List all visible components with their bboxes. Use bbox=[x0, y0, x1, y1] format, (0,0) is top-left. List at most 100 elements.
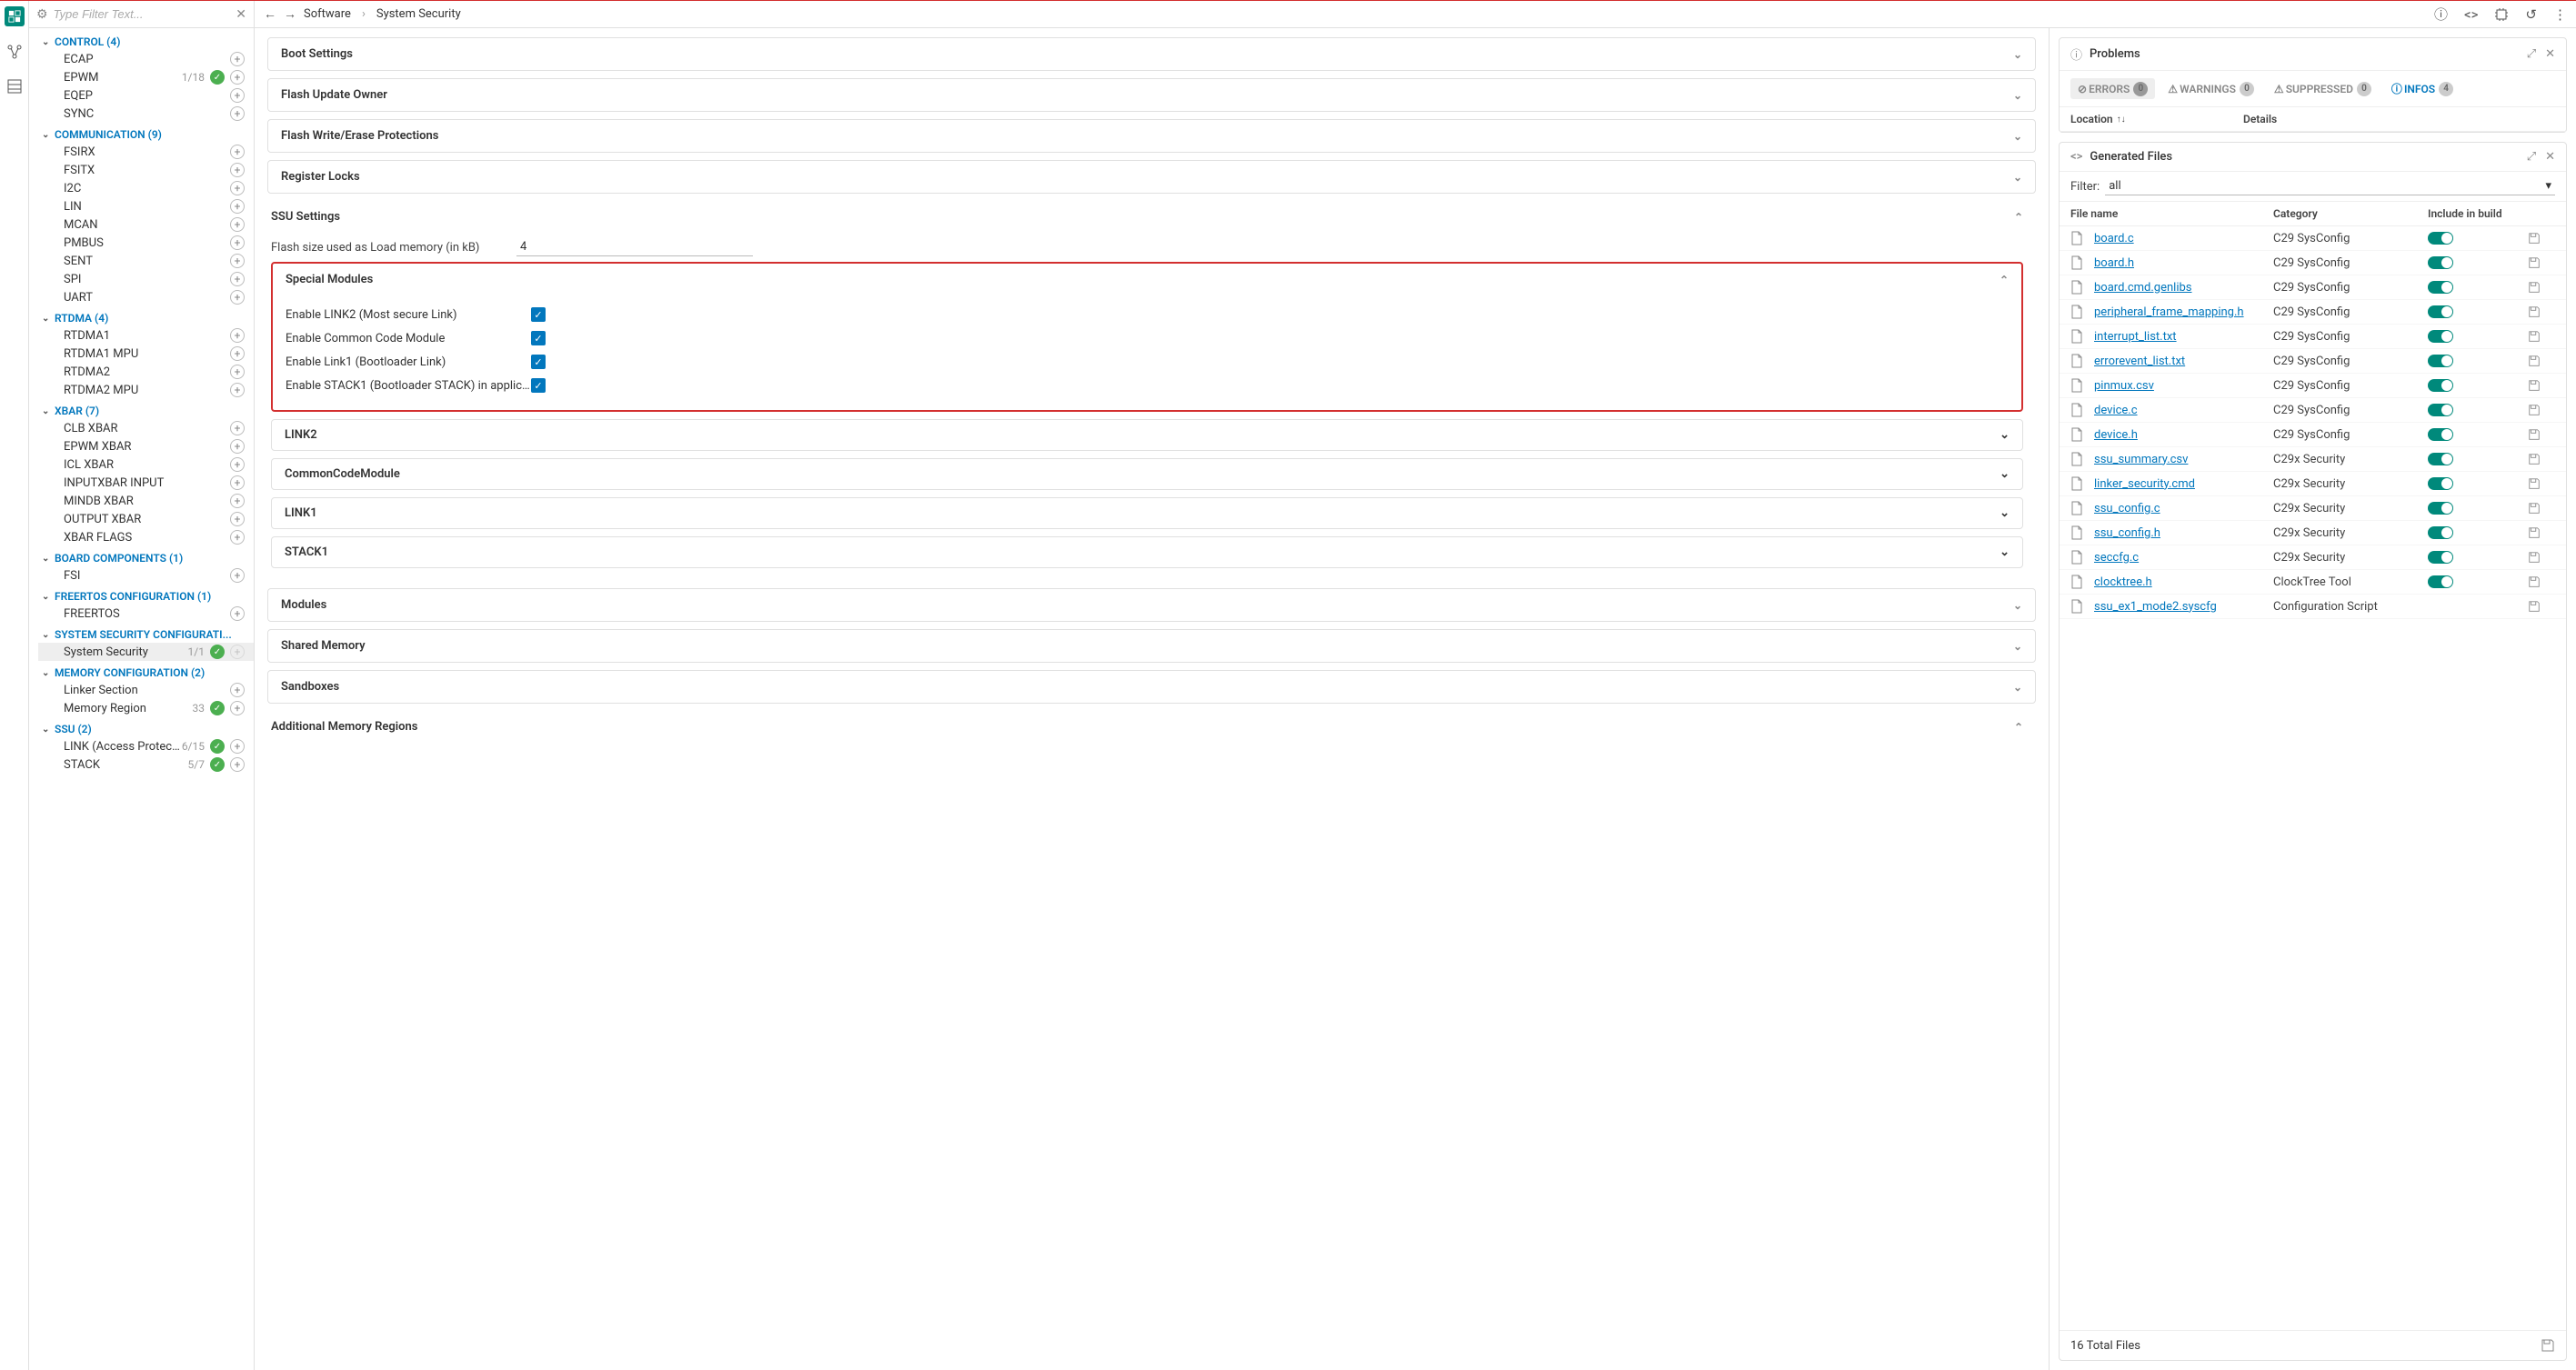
tree-item-i21[interactable]: MINDB XBAR+ bbox=[38, 492, 254, 510]
save-icon[interactable] bbox=[2528, 355, 2555, 367]
toggle[interactable] bbox=[2428, 256, 2453, 269]
add-icon[interactable]: + bbox=[230, 181, 245, 195]
file-link[interactable]: board.c bbox=[2094, 232, 2273, 245]
add-icon[interactable]: + bbox=[230, 739, 245, 754]
add-icon[interactable]: + bbox=[230, 163, 245, 177]
file-link[interactable]: pinmux.csv bbox=[2094, 379, 2273, 393]
file-link[interactable]: peripheral_frame_mapping.h bbox=[2094, 305, 2273, 319]
checkbox[interactable]: ✓ bbox=[531, 355, 546, 369]
toggle[interactable] bbox=[2428, 404, 2453, 416]
tree-item-i2[interactable]: EQEP+ bbox=[38, 86, 254, 105]
tree-item-i27[interactable]: Linker Section+ bbox=[38, 681, 254, 699]
sub-hdr[interactable]: LINK2⌄ bbox=[272, 420, 2022, 450]
add-icon[interactable]: + bbox=[230, 757, 245, 772]
add-icon[interactable]: + bbox=[230, 512, 245, 526]
tab-warnings[interactable]: ⚠WARNINGS0 bbox=[2160, 78, 2261, 99]
tree-group-g0[interactable]: ⌄CONTROL (4) bbox=[38, 34, 254, 50]
add-icon[interactable]: + bbox=[230, 235, 245, 250]
toggle[interactable] bbox=[2428, 502, 2453, 515]
back-icon[interactable]: ← bbox=[264, 6, 276, 22]
tab-suppressed[interactable]: ⚠SUPPRESSED0 bbox=[2267, 78, 2379, 99]
tab-errors[interactable]: ⊘ERRORS0 bbox=[2070, 78, 2155, 99]
toggle[interactable] bbox=[2428, 281, 2453, 294]
tree-item-i23[interactable]: XBAR FLAGS+ bbox=[38, 528, 254, 546]
add-icon[interactable]: + bbox=[230, 365, 245, 379]
save-icon[interactable] bbox=[2528, 232, 2555, 245]
file-link[interactable]: ssu_summary.csv bbox=[2094, 453, 2273, 466]
tree-group-g7[interactable]: ⌄MEMORY CONFIGURATION (2) bbox=[38, 665, 254, 681]
tree-item-i0[interactable]: ECAP+ bbox=[38, 50, 254, 68]
file-link[interactable]: seccfg.c bbox=[2094, 551, 2273, 565]
code-icon[interactable]: <> bbox=[2464, 6, 2478, 23]
save-icon[interactable] bbox=[2528, 526, 2555, 539]
save-icon[interactable] bbox=[2528, 600, 2555, 613]
save-icon[interactable] bbox=[2528, 281, 2555, 294]
sub-hdr[interactable]: STACK1⌄ bbox=[272, 537, 2022, 567]
add-icon[interactable]: + bbox=[230, 683, 245, 697]
file-link[interactable]: device.h bbox=[2094, 428, 2273, 442]
add-icon[interactable]: + bbox=[230, 701, 245, 715]
tree-item-i14[interactable]: RTDMA1 MPU+ bbox=[38, 345, 254, 363]
section-hdr-modules[interactable]: Modules⌄ bbox=[268, 589, 2035, 621]
tree-item-i1[interactable]: EPWM1/18✓+ bbox=[38, 68, 254, 86]
history-icon[interactable]: ↺ bbox=[2525, 6, 2537, 23]
save-icon[interactable] bbox=[2528, 404, 2555, 416]
add-icon[interactable]: + bbox=[230, 383, 245, 397]
expand-icon[interactable]: ⤢ bbox=[2527, 47, 2536, 61]
col-category[interactable]: Category bbox=[2273, 207, 2428, 220]
tree-item-i19[interactable]: ICL XBAR+ bbox=[38, 455, 254, 474]
file-link[interactable]: interrupt_list.txt bbox=[2094, 330, 2273, 344]
file-link[interactable]: ssu_config.c bbox=[2094, 502, 2273, 515]
close-icon[interactable]: ✕ bbox=[2545, 47, 2555, 61]
add-icon[interactable]: + bbox=[230, 568, 245, 583]
section-hdr-sandboxes[interactable]: Sandboxes⌄ bbox=[268, 671, 2035, 703]
tree-group-g5[interactable]: ⌄FREERTOS CONFIGURATION (1) bbox=[38, 588, 254, 605]
tree-item-i30[interactable]: STACK5/7✓+ bbox=[38, 755, 254, 774]
add-icon[interactable]: + bbox=[230, 494, 245, 508]
tree-item-i28[interactable]: Memory Region33✓+ bbox=[38, 699, 254, 717]
tree-item-i20[interactable]: INPUTXBAR INPUT+ bbox=[38, 474, 254, 492]
save-icon[interactable] bbox=[2528, 575, 2555, 588]
sub-hdr[interactable]: CommonCodeModule⌄ bbox=[272, 459, 2022, 489]
save-icon[interactable] bbox=[2528, 551, 2555, 564]
section-hdr-boot[interactable]: Boot Settings⌄ bbox=[268, 38, 2035, 70]
file-link[interactable]: ssu_ex1_mode2.syscfg bbox=[2094, 600, 2273, 614]
col-filename[interactable]: File name bbox=[2070, 207, 2273, 220]
checkbox[interactable]: ✓ bbox=[531, 378, 546, 393]
toggle[interactable] bbox=[2428, 526, 2453, 539]
chip-icon[interactable] bbox=[2494, 7, 2509, 22]
toggle[interactable] bbox=[2428, 551, 2453, 564]
section-hdr-flash-owner[interactable]: Flash Update Owner⌄ bbox=[268, 79, 2035, 111]
tree-group-g4[interactable]: ⌄BOARD COMPONENTS (1) bbox=[38, 550, 254, 566]
tree-item-i18[interactable]: EPWM XBAR+ bbox=[38, 437, 254, 455]
section-hdr-special[interactable]: Special Modules⌃ bbox=[273, 264, 2021, 295]
clear-filter-icon[interactable]: ✕ bbox=[236, 7, 246, 22]
filter-icon[interactable]: ⚙ bbox=[36, 7, 48, 22]
tree-item-i11[interactable]: SPI+ bbox=[38, 270, 254, 288]
toggle[interactable] bbox=[2428, 575, 2453, 588]
add-icon[interactable]: + bbox=[230, 475, 245, 490]
tree-item-i6[interactable]: I2C+ bbox=[38, 179, 254, 197]
breadcrumb-software[interactable]: Software bbox=[304, 7, 351, 21]
section-hdr-addl[interactable]: Additional Memory Regions⌃ bbox=[267, 711, 2036, 743]
toggle[interactable] bbox=[2428, 477, 2453, 490]
sub-hdr[interactable]: LINK1⌄ bbox=[272, 498, 2022, 528]
tree-group-g6[interactable]: ⌄SYSTEM SECURITY CONFIGURATI... bbox=[38, 626, 254, 643]
section-hdr-shared[interactable]: Shared Memory⌄ bbox=[268, 630, 2035, 662]
add-icon[interactable]: + bbox=[230, 106, 245, 121]
toggle[interactable] bbox=[2428, 232, 2453, 245]
save-icon[interactable] bbox=[2528, 256, 2555, 269]
add-icon[interactable]: + bbox=[230, 70, 245, 85]
tree-item-i7[interactable]: LIN+ bbox=[38, 197, 254, 215]
tree-group-g1[interactable]: ⌄COMMUNICATION (9) bbox=[38, 126, 254, 143]
filter-input[interactable] bbox=[54, 7, 236, 21]
tree-item-i22[interactable]: OUTPUT XBAR+ bbox=[38, 510, 254, 528]
tree-item-i17[interactable]: CLB XBAR+ bbox=[38, 419, 254, 437]
tab-infos[interactable]: ⓘINFOS4 bbox=[2384, 78, 2461, 99]
add-icon[interactable]: + bbox=[230, 457, 245, 472]
add-icon[interactable]: + bbox=[230, 272, 245, 286]
save-icon[interactable] bbox=[2528, 379, 2555, 392]
toggle[interactable] bbox=[2428, 379, 2453, 392]
toggle[interactable] bbox=[2428, 305, 2453, 318]
add-icon[interactable]: + bbox=[230, 606, 245, 621]
